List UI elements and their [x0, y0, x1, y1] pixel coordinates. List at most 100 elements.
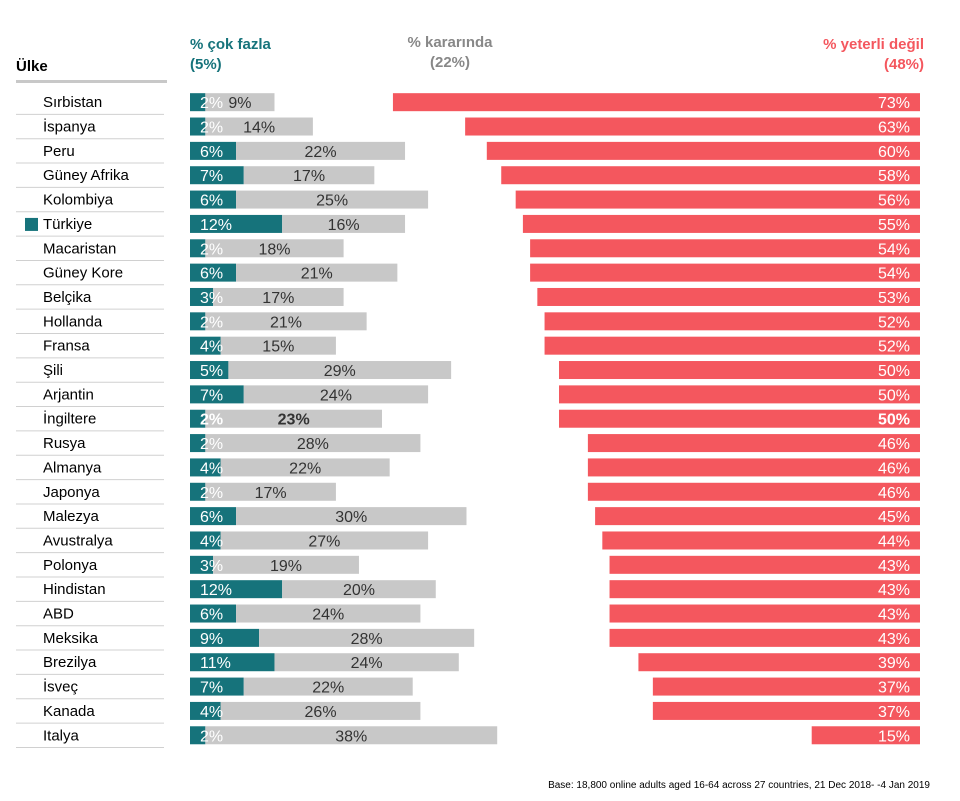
country-label: İspanya	[43, 118, 96, 136]
bar-about-right	[220, 701, 421, 720]
country-label: Güney Afrika	[43, 167, 130, 184]
label-not-enough: 73%	[878, 95, 910, 112]
bar-not-enough	[544, 312, 920, 331]
label-too-much: 6%	[200, 193, 223, 210]
about-right-header: % kararında (22%)	[380, 33, 520, 73]
bar-not-enough	[609, 555, 920, 574]
bar-about-right	[282, 214, 406, 233]
label-too-much: 12%	[200, 582, 232, 599]
bar-not-enough	[609, 580, 920, 599]
bar-too-much	[190, 555, 214, 574]
chart: Sırbistan 2% 9% 73% İspanya 2% 14% 63% Peru 6% 22%…	[16, 93, 920, 748]
label-not-enough: 43%	[878, 631, 910, 648]
country-label: Polonya	[43, 557, 98, 574]
label-about-right: 20%	[343, 582, 375, 599]
country-label: Şili	[43, 362, 63, 379]
label-not-enough: 56%	[878, 193, 910, 210]
bar-too-much	[190, 726, 206, 745]
bar-about-right	[205, 482, 336, 501]
bar-too-much	[190, 653, 275, 672]
label-too-much: 2%	[200, 412, 223, 429]
bar-about-right	[228, 361, 452, 380]
bar-not-enough	[587, 434, 920, 453]
country-label: Japonya	[43, 484, 100, 501]
bar-too-much	[190, 701, 221, 720]
label-about-right: 15%	[262, 339, 294, 356]
label-too-much: 3%	[200, 290, 223, 307]
label-about-right: 26%	[305, 704, 337, 721]
about-right-label: % kararında	[407, 34, 493, 51]
label-too-much: 9%	[200, 631, 223, 648]
label-about-right: 24%	[351, 655, 383, 672]
bar-about-right	[243, 385, 429, 404]
bar-not-enough	[609, 604, 920, 623]
label-not-enough: 53%	[878, 290, 910, 307]
country-label: Hollanda	[43, 313, 103, 330]
label-too-much: 2%	[200, 436, 223, 453]
label-too-much: 5%	[200, 363, 223, 380]
bar-too-much	[190, 93, 206, 112]
label-about-right: 16%	[328, 217, 360, 234]
country-label: İngiltere	[43, 410, 96, 428]
bar-about-right	[282, 580, 436, 599]
bar-too-much	[190, 190, 237, 209]
label-not-enough: 39%	[878, 655, 910, 672]
not-enough-label: % yeterli değil	[823, 36, 924, 53]
label-too-much: 3%	[200, 558, 223, 575]
bar-about-right	[243, 677, 413, 696]
label-not-enough: 50%	[878, 412, 910, 429]
bar-too-much	[190, 604, 237, 623]
highlight-marker	[25, 217, 38, 231]
bar-about-right	[205, 434, 421, 453]
label-about-right: 28%	[351, 631, 383, 648]
bar-too-much	[190, 628, 260, 647]
bar-not-enough	[392, 93, 920, 112]
too-much-average: (5%)	[190, 56, 222, 73]
label-too-much: 2%	[200, 241, 223, 258]
country-label: Kolombiya	[43, 192, 114, 209]
bar-too-much	[190, 141, 237, 160]
bar-not-enough	[595, 507, 920, 526]
label-about-right: 24%	[312, 607, 344, 624]
bar-not-enough	[652, 701, 920, 720]
bar-about-right	[243, 166, 375, 185]
country-label: Kanada	[43, 703, 95, 720]
bar-about-right	[220, 336, 336, 355]
country-column-header: Ülke	[16, 58, 48, 75]
label-not-enough: 54%	[878, 266, 910, 283]
country-label: İsveç	[43, 678, 79, 696]
label-too-much: 6%	[200, 509, 223, 526]
bar-not-enough	[501, 166, 920, 185]
bar-not-enough	[530, 239, 920, 258]
bar-about-right	[236, 190, 429, 209]
bar-too-much	[190, 361, 229, 380]
bar-about-right	[205, 312, 367, 331]
not-enough-average: (48%)	[883, 56, 924, 73]
label-not-enough: 37%	[878, 704, 910, 721]
label-too-much: 4%	[200, 704, 223, 721]
too-much-header: % çok fazla (5%)	[190, 35, 271, 75]
bar-not-enough	[559, 361, 920, 380]
bar-too-much	[190, 409, 206, 428]
about-right-average: (22%)	[429, 54, 470, 71]
bar-not-enough	[515, 190, 920, 209]
label-about-right: 27%	[308, 533, 340, 550]
bar-not-enough	[559, 409, 920, 428]
country-label: Türkiye	[43, 216, 92, 233]
bar-about-right	[220, 531, 429, 550]
bar-too-much	[190, 507, 237, 526]
bar-not-enough	[537, 287, 920, 306]
label-too-much: 7%	[200, 680, 223, 697]
label-about-right: 18%	[258, 241, 290, 258]
label-about-right: 24%	[320, 387, 352, 404]
label-not-enough: 46%	[878, 436, 910, 453]
label-too-much: 6%	[200, 144, 223, 161]
bar-not-enough	[587, 458, 920, 477]
label-too-much: 2%	[200, 485, 223, 502]
header-rule	[16, 80, 167, 83]
bar-not-enough	[652, 677, 920, 696]
footnote: Base: 18,800 online adults aged 16-64 ac…	[548, 780, 930, 791]
country-label: Almanya	[43, 459, 102, 476]
label-too-much: 11%	[200, 655, 231, 672]
bar-about-right	[259, 628, 475, 647]
